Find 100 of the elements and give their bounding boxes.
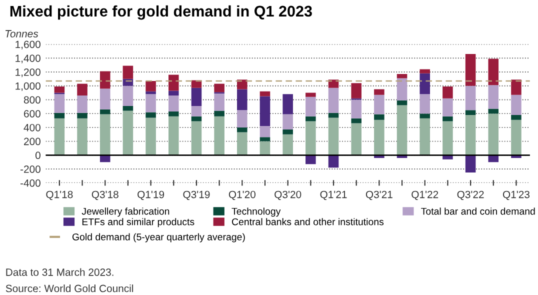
bar	[511, 80, 522, 95]
x-tick-label: Q3'21	[366, 190, 392, 200]
bar	[442, 86, 453, 98]
bar	[260, 137, 270, 142]
x-tick-label: Q3'22	[457, 190, 484, 200]
bar	[282, 94, 293, 114]
x-tick-label: Q1'22	[412, 190, 438, 200]
bar	[122, 106, 134, 111]
x-tick-label: Q1'21	[320, 190, 347, 200]
legend-label: Jewellery fabrication	[82, 208, 170, 217]
bar	[306, 121, 316, 156]
bar	[351, 123, 362, 156]
bar	[54, 112, 65, 118]
bar	[146, 112, 156, 118]
bar	[328, 155, 339, 168]
bar	[465, 54, 476, 86]
bar	[260, 141, 270, 156]
bar	[237, 89, 248, 110]
bar	[488, 114, 499, 156]
y-tick-label: -200	[20, 166, 40, 173]
bar	[420, 114, 430, 118]
bar	[374, 114, 384, 120]
bar	[351, 83, 362, 98]
bar	[146, 118, 156, 156]
y-tick-label: 1,200	[16, 68, 40, 78]
y-tick-label: 200	[24, 138, 40, 146]
bar	[260, 96, 270, 126]
bar	[328, 118, 339, 156]
bar	[168, 96, 179, 112]
bar	[282, 134, 293, 156]
bar	[237, 127, 248, 132]
bar	[237, 80, 248, 90]
bar	[168, 111, 179, 116]
bar	[420, 69, 430, 74]
bar	[77, 84, 88, 96]
bar	[54, 94, 65, 113]
bar	[260, 126, 270, 138]
legend-label: Technology	[232, 208, 281, 217]
bar	[214, 84, 224, 92]
bar	[465, 155, 476, 172]
bar	[488, 58, 499, 86]
bar	[306, 96, 316, 116]
bar	[191, 106, 202, 116]
bar	[122, 66, 134, 79]
bar	[191, 116, 202, 122]
bar	[146, 94, 156, 112]
y-tick-label: 800	[24, 96, 40, 104]
bar	[214, 116, 224, 156]
bar	[465, 110, 476, 115]
bar	[396, 74, 408, 78]
bar	[396, 105, 408, 156]
bar	[442, 121, 453, 156]
bar	[396, 78, 408, 100]
bar	[214, 110, 224, 116]
bar	[328, 112, 339, 118]
bar	[511, 94, 522, 115]
bar	[511, 120, 522, 156]
bar	[237, 132, 248, 156]
bar	[306, 92, 316, 97]
legend-label: Central banks and other institutions	[232, 218, 384, 226]
bar	[122, 110, 134, 156]
x-tick-label: Q1'18	[46, 190, 73, 200]
bar	[191, 121, 202, 156]
bar	[442, 98, 453, 116]
bar	[237, 110, 248, 128]
bar	[168, 90, 179, 96]
bar	[351, 118, 362, 124]
y-tick-label: 1,400	[16, 54, 40, 64]
bar	[214, 93, 224, 111]
x-tick-label: Q1'23	[502, 190, 530, 200]
bar	[488, 85, 499, 109]
bar	[488, 108, 499, 114]
bar	[465, 86, 476, 110]
y-tick-label: 1,000	[16, 82, 40, 91]
bar	[146, 80, 156, 92]
bar	[282, 114, 293, 130]
bar	[282, 130, 293, 134]
bar	[100, 71, 110, 89]
y-tick-label: 0	[35, 152, 40, 160]
y-tick-label: 400	[24, 124, 40, 132]
bar	[100, 109, 110, 114]
y-tick-label: 600	[24, 110, 40, 118]
bar	[328, 88, 339, 113]
legend-label: Total bar and coin demand	[421, 208, 535, 215]
bar	[100, 114, 110, 156]
bar	[442, 116, 453, 122]
bar	[168, 116, 179, 156]
bar	[420, 73, 430, 94]
bar	[54, 118, 65, 156]
legend-label: Gold demand (5-year quarterly average)	[72, 233, 245, 242]
bar	[374, 94, 384, 114]
x-tick-label: Q1'20	[228, 190, 256, 200]
text: Data to 31 March 2023.	[6, 268, 114, 276]
bar	[351, 100, 362, 118]
y-tick-label: -400	[20, 179, 40, 187]
bar	[396, 100, 408, 106]
chart-title: Mixed picture for gold demand in Q1 2023	[10, 5, 312, 20]
bar	[77, 118, 88, 156]
bar	[420, 118, 430, 156]
bar	[328, 80, 339, 88]
